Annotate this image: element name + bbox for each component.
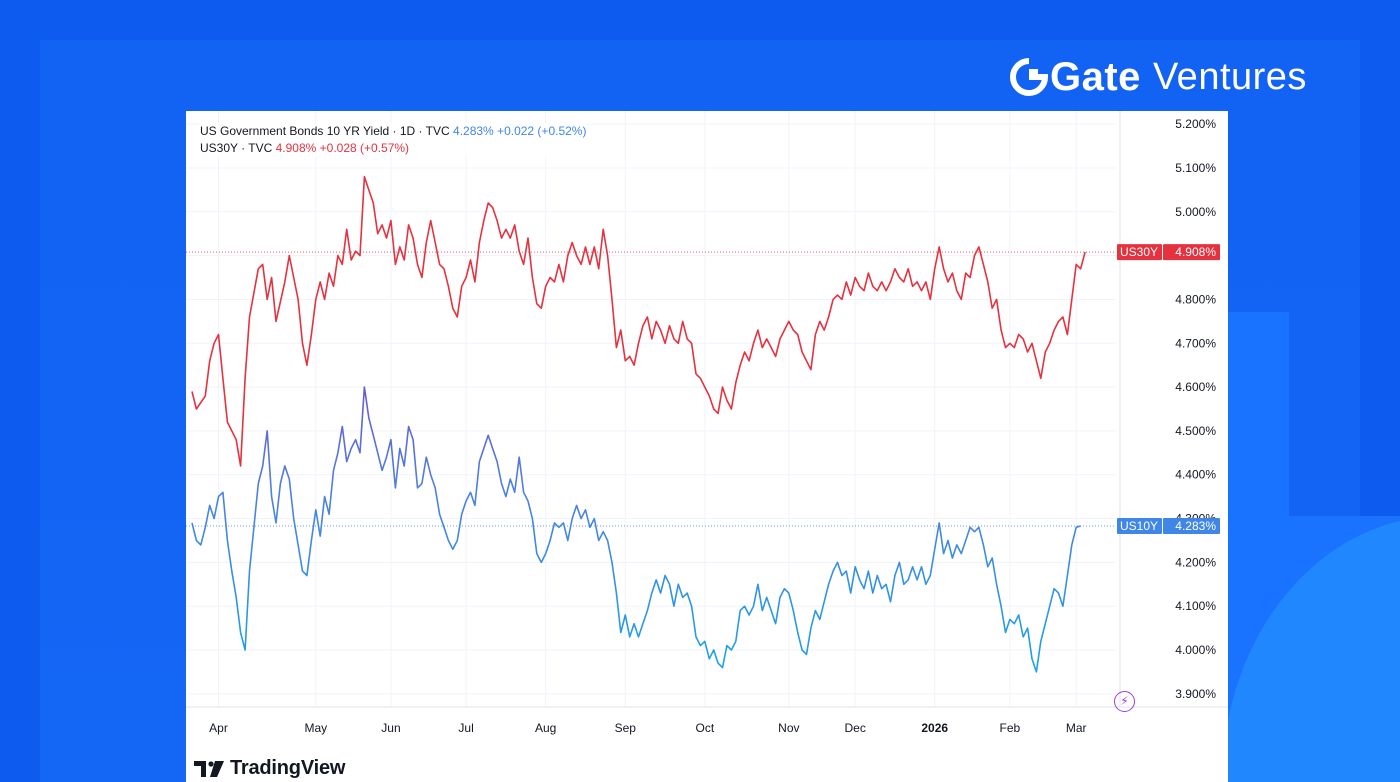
legend-row-us30y: US30Y · TVC 4.908% +0.028 (+0.57%)	[200, 140, 586, 157]
legend-us30y-value: 4.908%	[275, 141, 317, 155]
last-label-bg-us30y	[1117, 244, 1162, 261]
last-label-name-us30y: US30Y	[1120, 245, 1158, 259]
chart-legend: US Government Bonds 10 YR Yield · 1D · T…	[200, 123, 587, 157]
y-tick-label: 5.100%	[1175, 161, 1216, 175]
y-tick-label: 4.200%	[1175, 555, 1216, 569]
x-tick-label: Nov	[778, 721, 799, 735]
y-tick-label: 5.000%	[1175, 205, 1216, 219]
x-tick-label: Mar	[1066, 721, 1087, 735]
last-value-bg-us30y	[1163, 244, 1220, 261]
last-value-text-us10y: 4.283%	[1175, 519, 1216, 533]
x-tick-label: 2026	[921, 721, 948, 735]
y-tick-label: 4.000%	[1175, 643, 1216, 657]
flash-icon[interactable]: ⚡	[1114, 691, 1135, 712]
y-tick-label: 4.700%	[1175, 336, 1216, 350]
x-tick-label: Feb	[1000, 721, 1021, 735]
x-tick-label: Oct	[696, 721, 715, 735]
x-tick-label: Dec	[844, 721, 865, 735]
x-tick-label: Jul	[458, 721, 473, 735]
legend-us10y-change: +0.022 (+0.52%)	[497, 124, 587, 138]
legend-us30y-change: +0.028 (+0.57%)	[319, 141, 410, 155]
y-tick-label: 4.400%	[1175, 468, 1216, 482]
series-line-us10y	[191, 386, 1081, 673]
legend-us30y-name: US30Y · TVC	[200, 141, 273, 155]
y-tick-label: 3.900%	[1175, 687, 1216, 701]
gate-logo-icon	[1010, 58, 1048, 96]
x-tick-label: Aug	[535, 721, 556, 735]
x-tick-label: Sep	[615, 721, 637, 735]
last-label-name-us10y: US10Y	[1120, 519, 1158, 533]
y-tick-label: 4.100%	[1175, 599, 1216, 613]
legend-us10y-name: US Government Bonds 10 YR Yield · 1D · T…	[200, 124, 450, 138]
chart-card: 5.200%5.100%5.000%4.900%4.800%4.700%4.60…	[186, 111, 1228, 782]
legend-us10y-value: 4.283%	[453, 124, 494, 138]
y-tick-label: 4.800%	[1175, 292, 1216, 306]
x-tick-label: May	[304, 721, 327, 735]
series-line-us30y	[191, 175, 1086, 467]
y-tick-label: 4.600%	[1175, 380, 1216, 394]
last-value-bg-us10y	[1163, 518, 1220, 535]
gate-ventures-logo: Gate Ventures	[1010, 52, 1307, 102]
tradingview-text: TradingView	[230, 757, 346, 779]
y-tick-label: 5.200%	[1175, 117, 1216, 131]
yield-chart: 5.200%5.100%5.000%4.900%4.800%4.700%4.60…	[186, 111, 1228, 735]
x-tick-label: Apr	[209, 721, 228, 735]
last-value-text-us30y: 4.908%	[1175, 245, 1216, 259]
last-label-bg-us10y	[1117, 518, 1162, 535]
x-tick-label: Jun	[381, 721, 400, 735]
brand-gate-text: Gate	[1050, 54, 1141, 99]
legend-row-us10y: US Government Bonds 10 YR Yield · 1D · T…	[200, 123, 586, 140]
y-tick-label: 4.500%	[1175, 424, 1216, 438]
tradingview-watermark[interactable]: TradingView	[194, 757, 345, 780]
tradingview-icon	[194, 760, 224, 777]
brand-ventures-text: Ventures	[1152, 55, 1307, 98]
